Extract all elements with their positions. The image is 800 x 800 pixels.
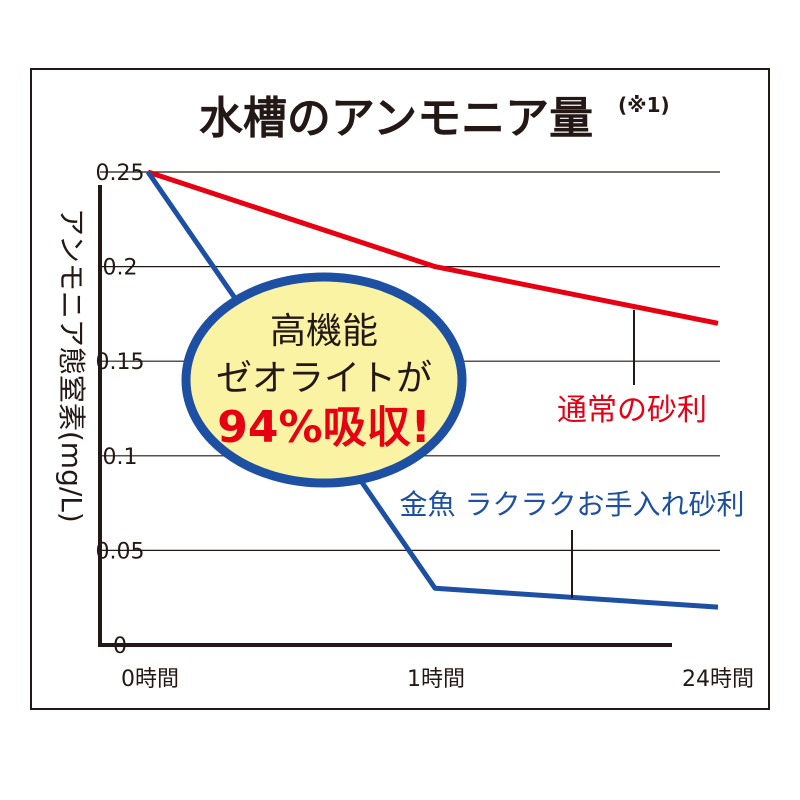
axes xyxy=(98,185,672,647)
y-tick-label: 0.15 xyxy=(96,350,145,375)
callout-line-3: 94%吸収! xyxy=(217,402,430,453)
x-tick-label: 0時間 xyxy=(121,667,179,692)
x-tick-label: 24時間 xyxy=(682,667,754,692)
series-label: 通常の砂利 xyxy=(557,393,707,428)
y-axis-label: アンモニア態窒素(mg/L) xyxy=(55,208,88,523)
y-tick-label: 0.1 xyxy=(103,445,138,470)
series-label-leaders xyxy=(571,310,635,598)
chart-title-note: (※1) xyxy=(618,93,670,117)
chart-title: 水槽のアンモニア量 xyxy=(199,93,593,144)
x-tick-label: 1時間 xyxy=(407,667,465,692)
x-tick-labels: 0時間 1時間 24時間 xyxy=(121,667,754,692)
series-line xyxy=(147,169,719,326)
y-tick-label: 0.05 xyxy=(96,539,145,564)
y-tick-labels: 0 0.05 0.1 0.15 0.2 0.25 xyxy=(96,161,145,659)
chart-frame xyxy=(30,68,770,710)
zeolite-callout: 高機能 ゼオライトが 94%吸収! xyxy=(181,272,467,488)
callout-line-2: ゼオライトが xyxy=(216,358,432,399)
series-label: 金魚 ラクラクお手入れ砂利 xyxy=(400,488,745,521)
y-tick-label: 0 xyxy=(113,634,127,659)
callout-bubble xyxy=(181,272,467,488)
y-tick-label: 0.25 xyxy=(96,161,145,186)
callout-line-1: 高機能 xyxy=(270,311,378,352)
y-tick-label: 0.2 xyxy=(103,256,138,281)
